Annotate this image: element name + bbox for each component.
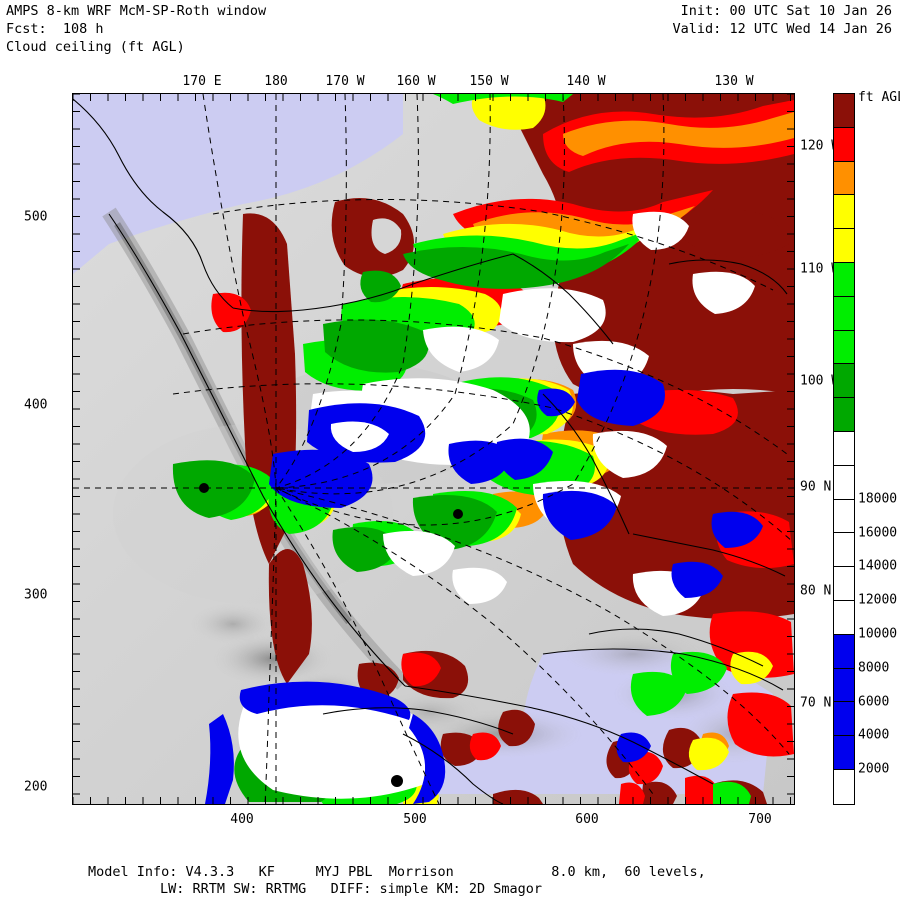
colorbar-unit-label: ft AGL bbox=[858, 90, 900, 105]
bottom-tick-label: 500 bbox=[403, 812, 427, 827]
colorbar-segment bbox=[834, 161, 854, 196]
colorbar-tick-label: 4000 bbox=[858, 727, 890, 743]
axis-ticks bbox=[73, 94, 794, 804]
cloud-ceiling-heatmap bbox=[73, 94, 794, 804]
left-tick-label: 500 bbox=[24, 209, 48, 225]
bottom-tick-label: 400 bbox=[230, 812, 254, 827]
colorbar-tick-label: 8000 bbox=[858, 660, 890, 676]
top-tick-label: 140 W bbox=[566, 74, 606, 89]
colorbar-segment bbox=[834, 702, 854, 737]
colorbar-segment bbox=[834, 736, 854, 770]
colorbar-segment bbox=[834, 398, 854, 432]
colorbar-segment bbox=[834, 465, 854, 500]
bottom-tick-label: 600 bbox=[575, 812, 599, 827]
colorbar-segment bbox=[834, 94, 854, 128]
colorbar-segment bbox=[834, 431, 854, 466]
ceiling-band-above-20000 bbox=[205, 369, 763, 804]
model-info-line2: LW: RRTM SW: RRTMG DIFF: simple KM: 2D S… bbox=[160, 881, 543, 897]
top-tick-label: 150 W bbox=[469, 74, 509, 89]
left-tick-label: 400 bbox=[24, 397, 48, 413]
valid-time: Valid: 12 UTC Wed 14 Jan 26 bbox=[672, 21, 892, 37]
right-tick-label: 70 N bbox=[800, 695, 832, 711]
graticule bbox=[73, 94, 794, 804]
colorbar-segment bbox=[834, 262, 854, 297]
south-pole-marker bbox=[199, 483, 209, 493]
colorbar-segment bbox=[834, 567, 854, 601]
top-tick-label: 180 bbox=[264, 74, 288, 89]
left-tick-label: 300 bbox=[24, 587, 48, 603]
colorbar-segment bbox=[834, 533, 854, 568]
colorbar-tick-label: 6000 bbox=[858, 694, 890, 710]
colorbar-segment bbox=[834, 634, 854, 669]
field-name: Cloud ceiling (ft AGL) bbox=[6, 39, 185, 55]
top-tick-label: 170 W bbox=[325, 74, 365, 89]
colorbar-segment bbox=[834, 296, 854, 331]
right-tick-label: 90 N bbox=[800, 479, 832, 495]
model-title: AMPS 8-km WRF McM-SP-Roth window bbox=[6, 3, 267, 19]
station-markers bbox=[199, 483, 463, 787]
colorbar-segment bbox=[834, 364, 854, 399]
colorbar-tick-label: 16000 bbox=[858, 525, 898, 541]
mcmurdo-marker bbox=[453, 509, 463, 519]
map-plot-area[interactable] bbox=[72, 93, 795, 805]
rothera-marker bbox=[391, 775, 403, 787]
right-tick-label: 80 N bbox=[800, 583, 832, 599]
bottom-tick-label: 700 bbox=[748, 812, 772, 827]
colorbar[interactable] bbox=[833, 93, 855, 805]
left-tick-label: 200 bbox=[24, 779, 48, 795]
colorbar-tick-label: 2000 bbox=[858, 761, 890, 777]
colorbar-segment bbox=[834, 127, 854, 162]
colorbar-tick-label: 18000 bbox=[858, 491, 898, 507]
top-tick-label: 160 W bbox=[396, 74, 436, 89]
coastlines bbox=[73, 98, 788, 804]
top-tick-label: 130 W bbox=[714, 74, 754, 89]
model-info-line1: Model Info: V4.3.3 KF MYJ PBL Morrison 8… bbox=[88, 864, 706, 880]
forecast-hour: Fcst: 108 h bbox=[6, 21, 104, 37]
colorbar-segment bbox=[834, 499, 854, 534]
colorbar-tick-label: 10000 bbox=[858, 626, 898, 642]
colorbar-segment bbox=[834, 769, 854, 804]
init-time: Init: 00 UTC Sat 10 Jan 26 bbox=[680, 3, 892, 19]
colorbar-segment bbox=[834, 668, 854, 703]
colorbar-tick-label: 12000 bbox=[858, 592, 898, 608]
top-tick-label: 170 E bbox=[182, 74, 222, 89]
colorbar-segment bbox=[834, 195, 854, 230]
colorbar-tick-label: 14000 bbox=[858, 558, 898, 574]
colorbar-segment bbox=[834, 229, 854, 263]
colorbar-segment bbox=[834, 600, 854, 635]
colorbar-segment bbox=[834, 330, 854, 365]
